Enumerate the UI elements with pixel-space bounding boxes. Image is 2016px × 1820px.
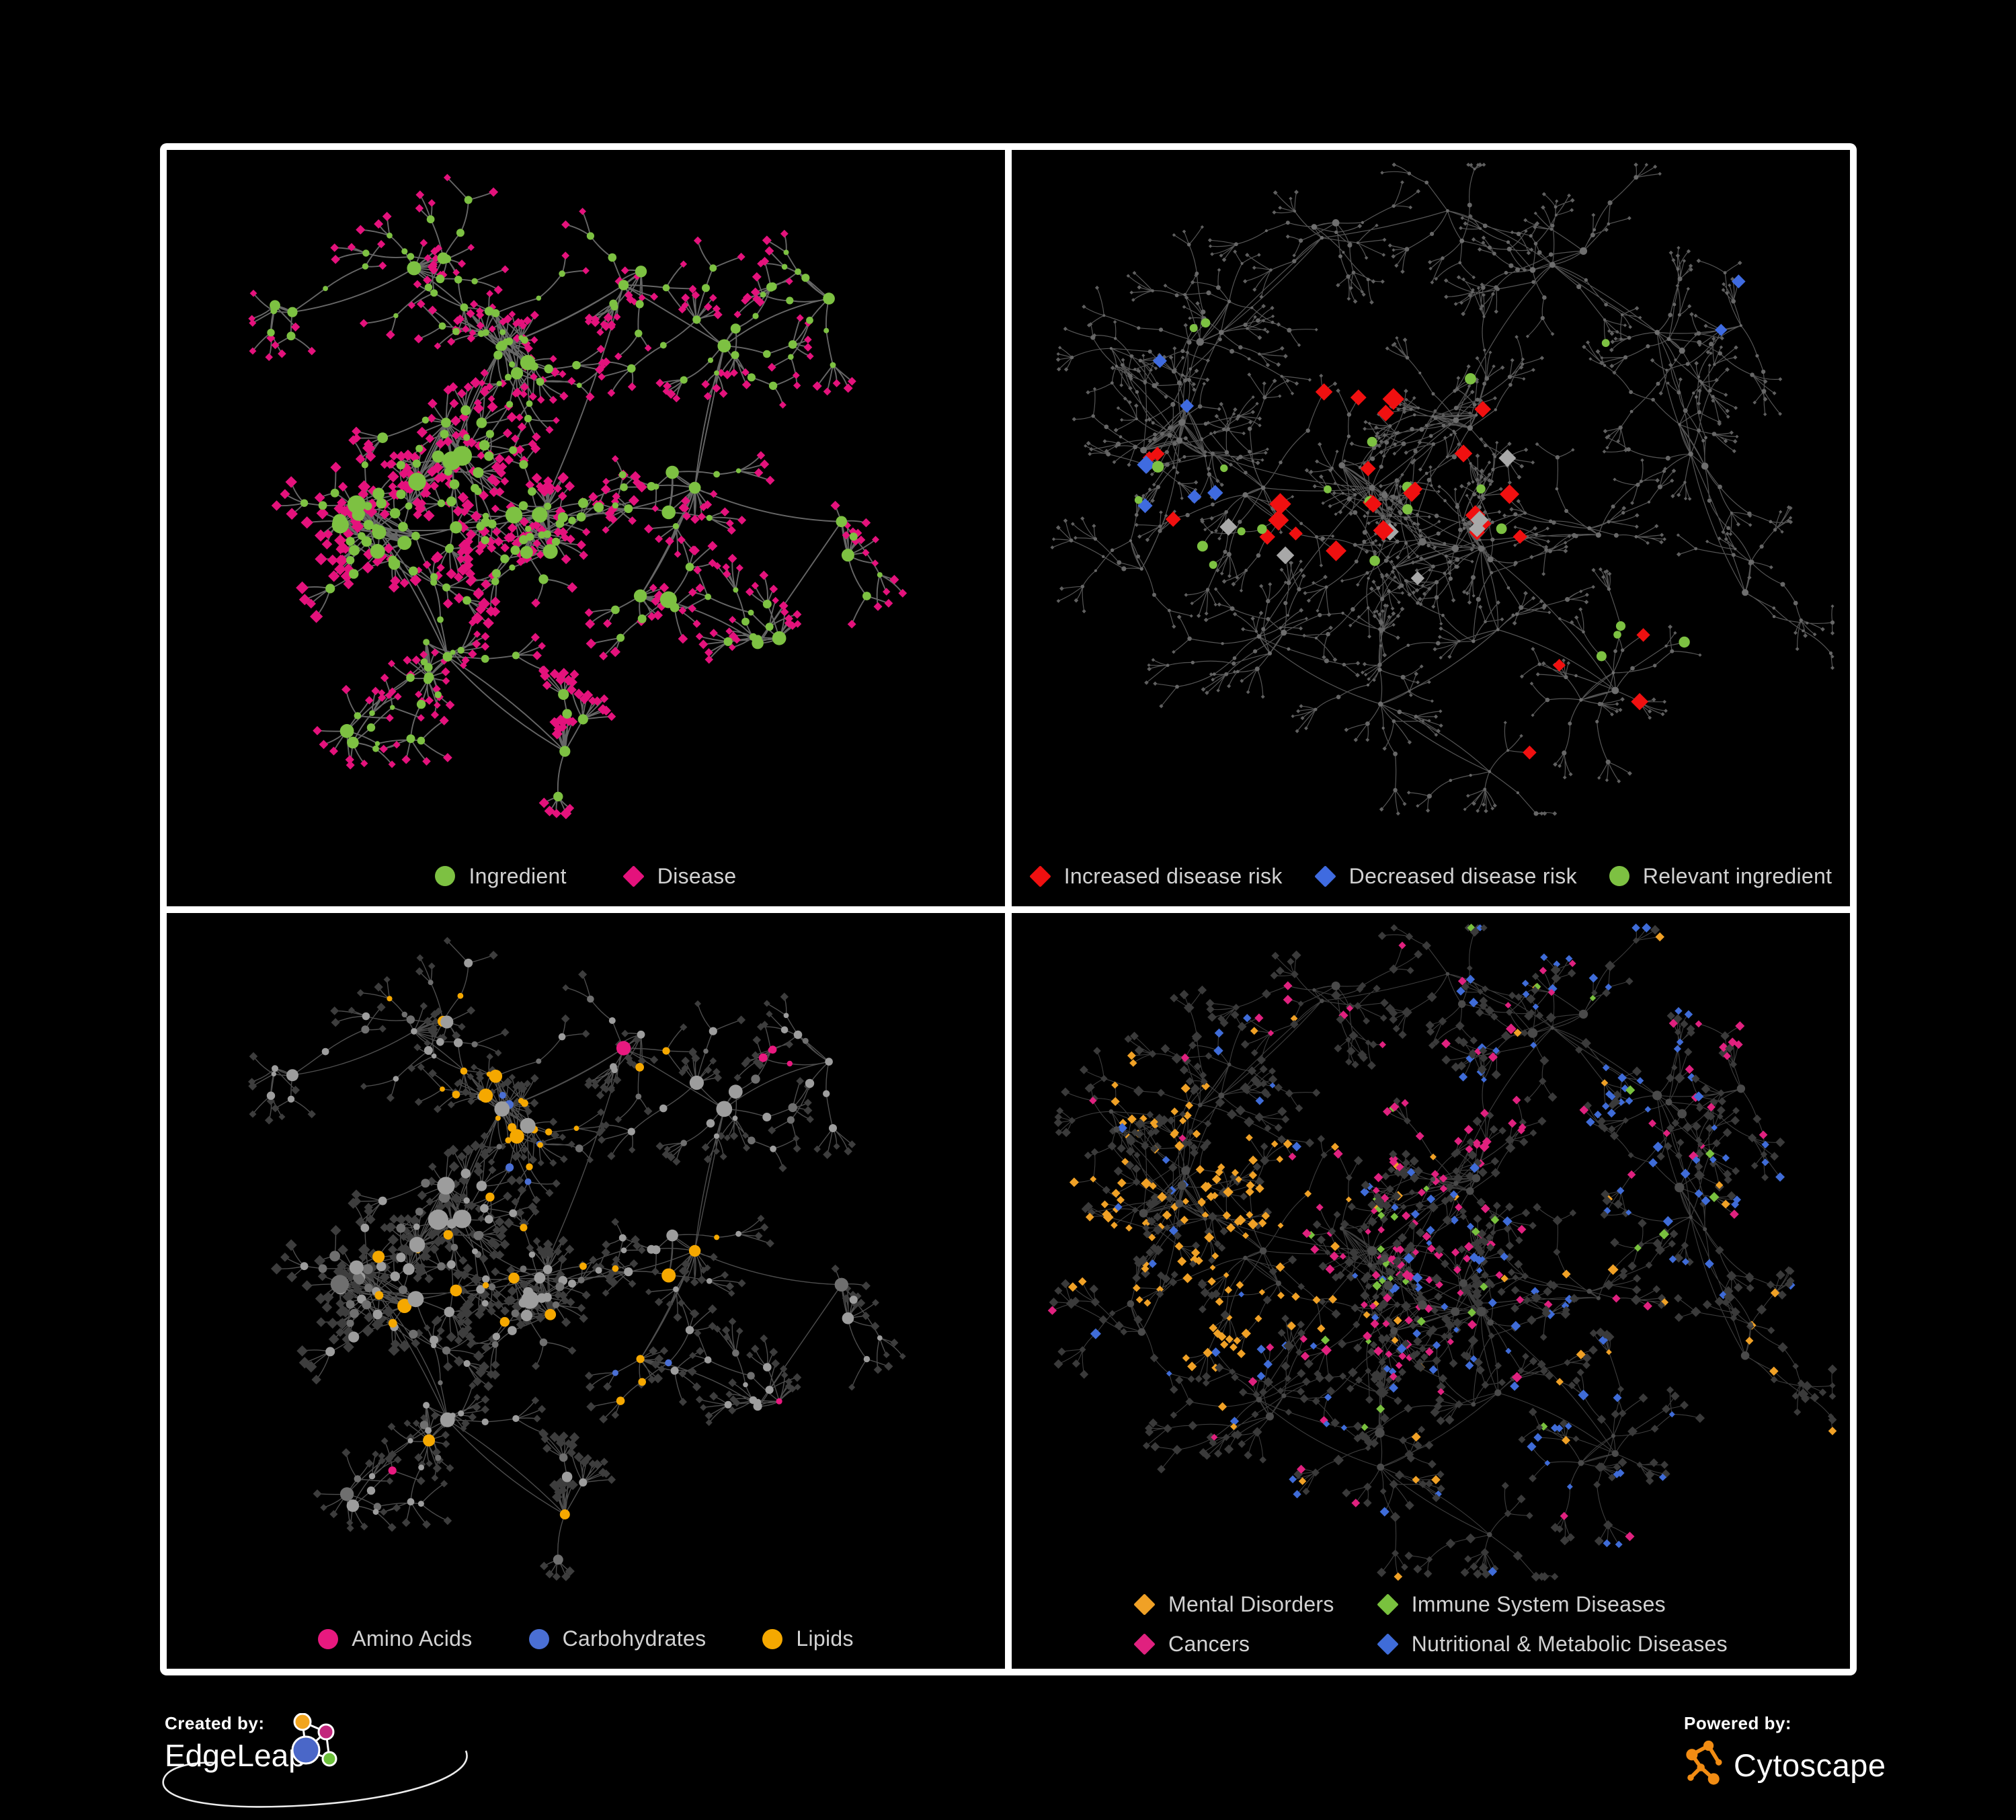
legend-label: Cancers (1168, 1632, 1250, 1656)
legend-item: Increased disease risk (1029, 863, 1283, 889)
panel-nutrient-class-network: Amino Acids Carbohydrates Lipids (167, 912, 1005, 1669)
cancers-swatch-diamond-icon (1133, 1633, 1156, 1655)
increased-risk-swatch-diamond-icon (1029, 865, 1051, 887)
legend-label: Decreased disease risk (1348, 863, 1577, 888)
legend-item: Ingredient (435, 864, 566, 889)
legend-item: Disease (622, 863, 737, 889)
disease-risk-network-graph (1012, 150, 1850, 826)
panel-disease-category-network: Mental Disorders Immune System Diseases … (1012, 912, 1850, 1669)
legend-label: Immune System Diseases (1411, 1592, 1666, 1616)
disease-swatch-diamond-icon (622, 865, 645, 887)
cytoscape-credit: Powered by: Cytoscape (1684, 1713, 1966, 1790)
legend-item: Carbohydrates (528, 1626, 707, 1651)
edgeleap-swoosh-icon (162, 1750, 468, 1808)
legend-label: Relevant ingredient (1642, 863, 1832, 888)
ingredient-disease-network-graph (167, 150, 1005, 826)
immune-diseases-swatch-diamond-icon (1376, 1593, 1399, 1616)
powered-by-label: Powered by: (1684, 1713, 1792, 1733)
legend-label: Carbohydrates (562, 1626, 707, 1651)
nutritional-metabolic-swatch-diamond-icon (1376, 1633, 1399, 1655)
four-panel-frame: Ingredient Disease Increased disease ris… (160, 143, 1857, 1675)
disease-category-network-graph (1012, 913, 1850, 1589)
nutrient-class-network-graph (167, 913, 1005, 1589)
legend-item: Decreased disease risk (1314, 863, 1577, 889)
created-by-label: Created by: (165, 1713, 265, 1733)
legend-label: Amino Acids (352, 1626, 473, 1651)
edgeleap-logo-icon (291, 1713, 337, 1767)
legend-disease-risk: Increased disease risk Decreased disease… (1012, 864, 1850, 889)
edgeleap-wordmark: EdgeLeap (165, 1738, 306, 1773)
panel-disease-risk-network: Increased disease risk Decreased disease… (1012, 150, 1850, 906)
legend-item: Nutritional & Metabolic Diseases (1376, 1632, 1728, 1657)
legend-item: Relevant ingredient (1609, 864, 1832, 889)
panel-ingredient-disease-network: Ingredient Disease (167, 150, 1005, 906)
legend-disease-category: Mental Disorders Immune System Diseases … (1012, 1592, 1850, 1657)
ingredient-swatch-circle-icon (435, 866, 456, 886)
lipids-swatch-circle-icon (762, 1628, 783, 1649)
cytoscape-wordmark: Cytoscape (1734, 1747, 1886, 1783)
mental-disorders-swatch-diamond-icon (1133, 1593, 1156, 1616)
legend-label: Ingredient (469, 863, 567, 888)
legend-item: Amino Acids (318, 1626, 472, 1651)
legend-label: Increased disease risk (1063, 863, 1283, 888)
legend-ingredient-disease: Ingredient Disease (167, 864, 1005, 889)
amino-acids-swatch-circle-icon (318, 1628, 339, 1649)
legend-label: Lipids (796, 1626, 854, 1651)
legend-item: Mental Disorders (1133, 1592, 1334, 1617)
decreased-risk-swatch-diamond-icon (1314, 865, 1336, 887)
carbohydrates-swatch-circle-icon (528, 1628, 549, 1649)
legend-item: Cancers (1133, 1632, 1334, 1657)
legend-nutrient-class: Amino Acids Carbohydrates Lipids (167, 1626, 1005, 1651)
legend-label: Mental Disorders (1168, 1592, 1334, 1616)
relevant-ingredient-swatch-circle-icon (1609, 866, 1629, 886)
legend-label: Nutritional & Metabolic Diseases (1411, 1632, 1728, 1656)
legend-item: Immune System Diseases (1376, 1592, 1728, 1617)
edgeleap-credit: Created by: EdgeLeap (162, 1713, 528, 1820)
legend-item: Lipids (762, 1626, 853, 1651)
cytoscape-logo-icon (1686, 1740, 1722, 1785)
legend-label: Disease (657, 863, 737, 888)
